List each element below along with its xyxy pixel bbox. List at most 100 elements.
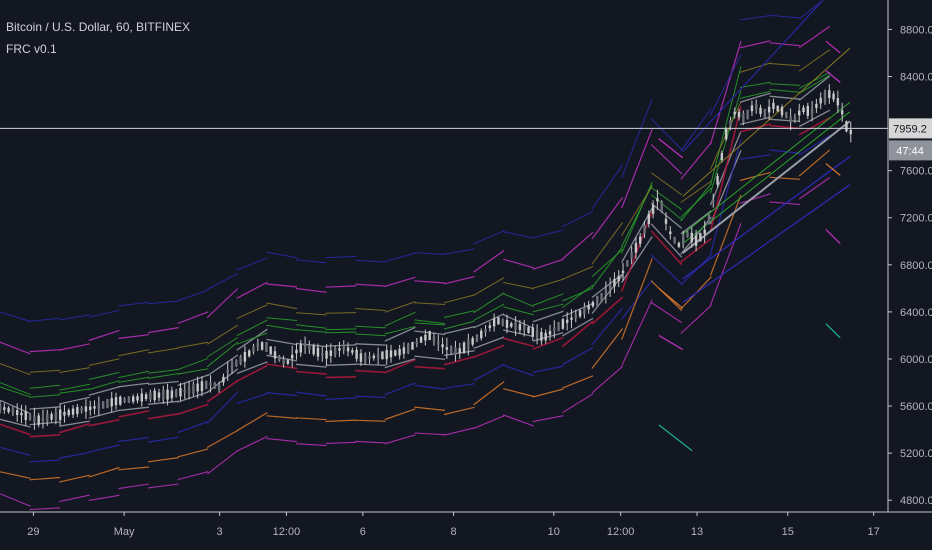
channel-segment (206, 337, 239, 358)
channel-segment (29, 384, 61, 389)
y-tick-label: 8400.0 (900, 72, 932, 84)
candle-body (845, 121, 848, 132)
candle-body (789, 116, 792, 123)
channel-segment (798, 75, 831, 101)
candle-body (359, 353, 363, 362)
channel-segment (118, 410, 150, 418)
candle-body (84, 406, 88, 412)
channel-segment (621, 184, 653, 247)
channel-segment (236, 435, 268, 452)
channel-segment (147, 380, 179, 386)
channel-segment (739, 15, 771, 21)
channel-segment (177, 471, 209, 481)
channel-segment (709, 54, 742, 116)
channel-segment (473, 381, 505, 406)
candle-body (505, 320, 509, 328)
channel-segment (325, 441, 357, 444)
candle-body (20, 412, 23, 416)
channel-segment (414, 280, 446, 284)
channel-segment (414, 302, 446, 305)
channel-segment (739, 116, 771, 126)
channel-segment (0, 363, 31, 376)
channel-segment (769, 201, 801, 206)
channel-segment (503, 414, 534, 427)
channel-segment (414, 319, 446, 325)
candle-body (355, 349, 358, 359)
candle-body (510, 323, 513, 327)
channel-segment (473, 292, 505, 314)
channel-segment (295, 391, 327, 397)
candle-body (37, 415, 40, 425)
candle-body (501, 319, 504, 326)
channel-segment (739, 193, 771, 204)
x-tick-label: 12:00 (607, 526, 635, 538)
candle-body (28, 415, 32, 420)
channel-segment (384, 276, 416, 287)
channel-segment (59, 343, 90, 351)
candle-body (840, 110, 844, 115)
x-tick-label: 6 (360, 526, 366, 538)
channel-segment (206, 324, 239, 345)
candle-body (565, 319, 569, 323)
projected-channel-line (825, 70, 841, 83)
channel-segment (118, 349, 150, 357)
channel-segment (503, 293, 534, 308)
indicator-title[interactable]: FRC v0.1 (6, 42, 57, 56)
candle-body (690, 232, 693, 243)
channel-segment (769, 63, 801, 67)
channel-segment (29, 349, 61, 353)
channel-segment (29, 434, 61, 438)
candle-body (282, 359, 285, 365)
channel-segment (591, 328, 624, 369)
channel-segment (147, 457, 179, 463)
channel-segment (29, 507, 61, 511)
candle-body (523, 325, 526, 331)
channel-segment (591, 273, 623, 299)
channel-segment (503, 306, 534, 316)
candle-body (832, 93, 835, 100)
channel-segment (384, 434, 416, 445)
channel-segment (503, 258, 534, 269)
symbol-title[interactable]: Bitcoin / U.S. Dollar, 60, BITFINEX (6, 20, 191, 34)
channel-segment (206, 354, 239, 377)
channel-segment (88, 358, 120, 366)
candle-body (376, 354, 380, 359)
candle-body (372, 355, 376, 359)
candle-body (488, 325, 492, 329)
candle-body (312, 345, 315, 355)
channel-segment (206, 380, 239, 403)
axes (0, 0, 932, 513)
channel-segment (177, 403, 209, 416)
channel-segment (59, 396, 90, 405)
x-tick-label: 8 (450, 526, 456, 538)
channel-segment (177, 420, 209, 434)
channel-segment (325, 419, 357, 423)
candle-body (664, 218, 668, 224)
channel-segment (739, 62, 771, 73)
channel-segment (88, 329, 120, 342)
candle-body (660, 201, 663, 212)
candle-body (290, 354, 294, 359)
candle-body (737, 111, 741, 118)
channel-segment (147, 347, 179, 354)
x-tick-label: 10 (548, 526, 560, 538)
candle-body (256, 342, 260, 347)
candle-body (342, 344, 345, 350)
channel-segment (650, 118, 683, 150)
candle-body (458, 348, 461, 354)
candle-body (535, 330, 539, 339)
candle-body (295, 349, 298, 354)
channel-segment (798, 177, 831, 200)
candle-body (578, 310, 582, 317)
channel-segment (266, 415, 298, 419)
candle-body (415, 341, 418, 344)
channel-segment (325, 285, 357, 288)
channel-segment (503, 329, 534, 338)
candle-body (140, 393, 143, 402)
channel-segment (325, 363, 357, 366)
candle-body (385, 350, 388, 360)
candle-body (196, 383, 199, 392)
channel-segment (58, 422, 91, 434)
